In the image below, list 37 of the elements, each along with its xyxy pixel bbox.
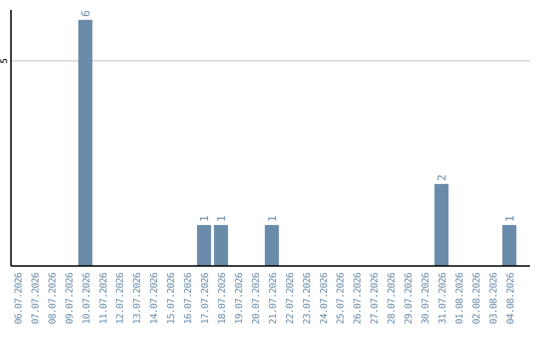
x-tick-label: 24.07.2026: [318, 272, 330, 324]
x-tick-label: 12.07.2026: [115, 272, 126, 324]
x-tick-label: 03.08.2026: [488, 272, 500, 324]
x-tick-label: 17.07.2026: [200, 272, 212, 324]
x-tick-label: 04.08.2026: [505, 272, 516, 324]
x-tick-label: 15.07.2026: [166, 272, 178, 324]
x-tick-label: 08.07.2026: [47, 272, 58, 324]
x-tick-label: 23.07.2026: [302, 272, 313, 324]
x-tick-label: 14.07.2026: [149, 272, 160, 324]
y-tick-label: 5: [0, 58, 10, 64]
x-tick-label: 29.07.2026: [404, 272, 415, 324]
data-label: 1: [266, 215, 279, 222]
x-tick-label: 25.07.2026: [336, 272, 347, 324]
data-label: 1: [198, 215, 212, 222]
x-tick-label: 22.07.2026: [284, 272, 296, 324]
x-tick-label: 07.07.2026: [30, 272, 42, 324]
x-tick-label: 20.07.2026: [250, 272, 262, 324]
x-tick-label: 16.07.2026: [183, 272, 194, 324]
data-label: 2: [435, 174, 448, 181]
x-tick-label: 26.07.2026: [352, 272, 364, 324]
data-label: 1: [503, 215, 516, 222]
x-tick-label: 01.08.2026: [454, 272, 466, 324]
x-tick-label: 27.07.2026: [370, 272, 381, 324]
x-tick-label: 19.07.2026: [234, 272, 245, 324]
x-tick-label: 11.07.2026: [98, 272, 110, 324]
x-tick-label: 21.07.2026: [268, 272, 279, 324]
x-tick-label: 09.07.2026: [64, 272, 76, 324]
x-tick-label: 13.07.2026: [132, 272, 144, 324]
data-label: 1: [215, 215, 228, 222]
x-tick-label: 10.07.2026: [81, 272, 92, 324]
x-tick-label: 02.08.2026: [471, 272, 482, 324]
x-tick-label: 30.07.2026: [420, 272, 432, 324]
data-label: 6: [79, 10, 92, 17]
x-tick-label: 18.07.2026: [217, 272, 228, 324]
x-tick-label: 28.07.2026: [386, 272, 398, 324]
x-tick-label: 31.07.2026: [437, 272, 448, 324]
x-tick-label: 06.07.2026: [13, 272, 24, 324]
